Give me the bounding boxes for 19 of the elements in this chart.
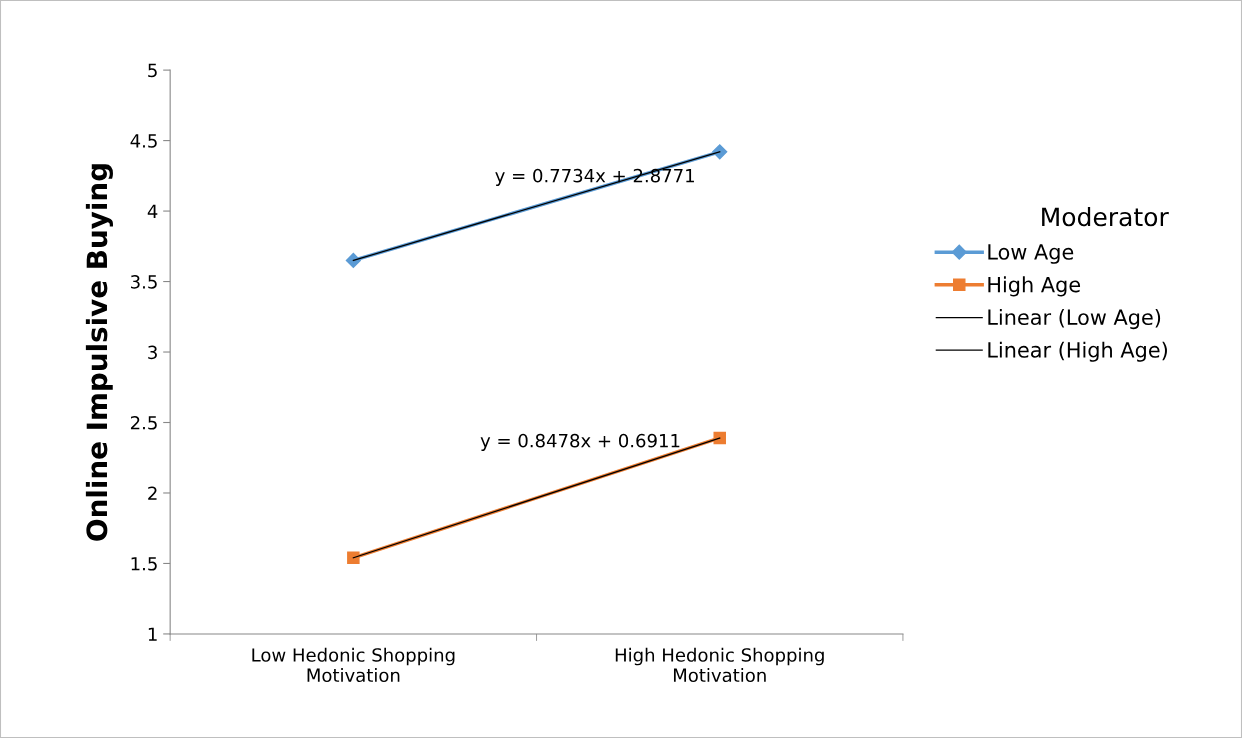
y-axis-title: Online Impulsive Buying — [85, 164, 113, 541]
y-tick-label: 3 — [148, 345, 157, 360]
legend-label: Low Age — [988, 244, 1074, 264]
y-tick-label: 2.5 — [130, 415, 157, 430]
x-tick-label: High Hedonic Shopping Motivation — [615, 647, 824, 683]
legend-title: Moderator — [1042, 206, 1169, 227]
legend-label: High Age — [988, 276, 1081, 297]
annotation: y = 0.8478x + 0.6911 — [480, 433, 680, 451]
y-tick-label: 4.5 — [130, 134, 157, 148]
legend-label: Linear (High Age) — [988, 341, 1167, 362]
y-tick-label: 4 — [147, 204, 158, 218]
y-tick-label: 1 — [148, 627, 157, 641]
y-tick-label: 2 — [148, 486, 157, 500]
x-tick-label: Low Hedonic Shopping Motivation — [252, 647, 455, 683]
y-tick-label: 3.5 — [131, 275, 157, 289]
annotation: y = 0.7734x + 2.8771 — [495, 168, 694, 186]
y-tick-label: 5 — [148, 63, 157, 78]
y-tick-label: 1.5 — [131, 557, 157, 571]
legend-label: Linear (Low Age) — [988, 308, 1161, 330]
